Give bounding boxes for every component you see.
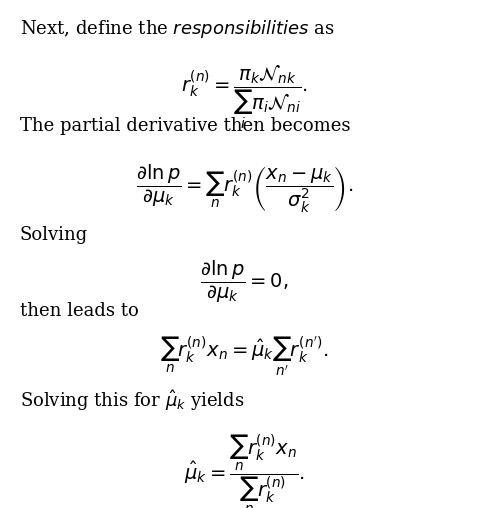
Text: The partial derivative then becomes: The partial derivative then becomes: [20, 117, 349, 135]
Text: then leads to: then leads to: [20, 302, 138, 320]
Text: $\dfrac{\partial \ln p}{\partial \mu_k} = \sum_n r_k^{(n)} \left( \dfrac{x_n - \: $\dfrac{\partial \ln p}{\partial \mu_k} …: [136, 163, 352, 215]
Text: Next, define the $\it{responsibilities}$ as: Next, define the $\it{responsibilities}$…: [20, 18, 334, 40]
Text: $\sum_n r_k^{(n)} x_n = \hat{\mu}_k \sum_{n'} r_k^{(n')}.$: $\sum_n r_k^{(n)} x_n = \hat{\mu}_k \sum…: [160, 335, 328, 379]
Text: $r_k^{(n)} = \dfrac{\pi_k \mathcal{N}_{nk}}{\sum_i \pi_i \mathcal{N}_{ni}}.$: $r_k^{(n)} = \dfrac{\pi_k \mathcal{N}_{n…: [181, 64, 307, 131]
Text: $\dfrac{\partial \ln p}{\partial \mu_k} = 0,$: $\dfrac{\partial \ln p}{\partial \mu_k} …: [200, 259, 288, 305]
Text: Solving this for $\hat{\mu}_k$ yields: Solving this for $\hat{\mu}_k$ yields: [20, 389, 244, 414]
Text: Solving: Solving: [20, 226, 88, 244]
Text: $\hat{\mu}_k = \dfrac{\sum_n r_k^{(n)} x_n}{\sum_n r_k^{(n)}}.$: $\hat{\mu}_k = \dfrac{\sum_n r_k^{(n)} x…: [183, 432, 305, 508]
